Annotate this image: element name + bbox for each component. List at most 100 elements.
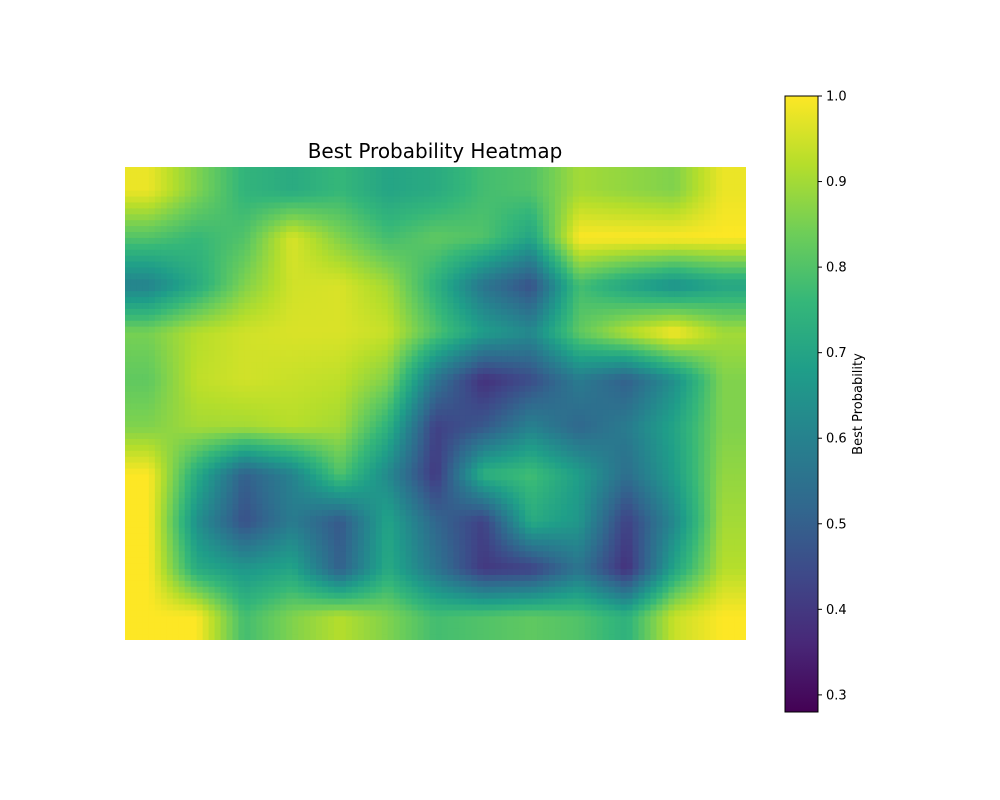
heatmap-cell [578, 385, 586, 393]
heatmap-cell [160, 291, 168, 298]
heatmap-cell [459, 350, 466, 357]
heatmap-cell [459, 356, 466, 363]
heatmap-cell [465, 362, 472, 369]
heatmap-cell [298, 314, 305, 322]
heatmap-cell [423, 302, 431, 310]
heatmap-cell [280, 237, 287, 245]
heatmap-cell [692, 226, 699, 233]
heatmap-cell [722, 385, 729, 393]
heatmap-cell [722, 291, 729, 298]
heatmap-cell [411, 433, 419, 440]
heatmap-cell [686, 385, 693, 393]
heatmap-cell [489, 273, 496, 280]
heatmap-cell [214, 385, 222, 393]
heatmap-cell [190, 308, 198, 316]
heatmap-cell [441, 356, 449, 363]
heatmap-cell [441, 267, 449, 275]
heatmap-cell [626, 249, 634, 257]
heatmap-cell [304, 208, 311, 215]
heatmap-cell [537, 220, 544, 227]
heatmap-cell [286, 409, 293, 416]
heatmap-cell [471, 427, 478, 434]
heatmap-cell [328, 391, 335, 399]
heatmap-cell [710, 302, 717, 310]
heatmap-cell [728, 279, 735, 286]
heatmap-cell [136, 344, 144, 351]
heatmap-cell [262, 237, 269, 245]
heatmap-cell [465, 237, 472, 245]
heatmap-cell [154, 356, 162, 363]
heatmap-cell [429, 332, 437, 340]
heatmap-cell [387, 379, 395, 387]
heatmap-cell [274, 409, 281, 416]
heatmap-cell [507, 344, 514, 351]
heatmap-cell [316, 172, 323, 180]
heatmap-cell [602, 232, 610, 239]
heatmap-cell [310, 385, 317, 393]
heatmap-cell [304, 403, 311, 411]
heatmap-cell [459, 285, 466, 292]
heatmap-cell [578, 373, 586, 381]
heatmap-cell [441, 255, 449, 263]
heatmap-cell [208, 208, 216, 215]
heatmap-cell [644, 350, 652, 357]
heatmap-cell [531, 178, 538, 186]
heatmap-cell [423, 373, 431, 381]
heatmap-cell [489, 356, 496, 363]
heatmap-cell [244, 344, 251, 351]
heatmap-cell [160, 308, 168, 316]
heatmap-cell [238, 433, 246, 440]
heatmap-cell [638, 172, 646, 180]
heatmap-cell [644, 373, 652, 381]
heatmap-cell [566, 421, 574, 428]
heatmap-cell [572, 427, 580, 434]
heatmap-cell [471, 338, 478, 345]
heatmap-cell [178, 444, 186, 452]
heatmap-cell [644, 214, 652, 221]
heatmap-cell [292, 373, 299, 381]
heatmap-cell [274, 326, 281, 334]
heatmap-cell [447, 232, 455, 239]
heatmap-cell [435, 178, 443, 186]
heatmap-cell [471, 273, 478, 280]
heatmap-cell [256, 385, 263, 393]
heatmap-cell [405, 243, 413, 251]
heatmap-cell [298, 385, 305, 393]
heatmap-cell [226, 178, 234, 186]
heatmap-cell [268, 285, 275, 292]
heatmap-cell [160, 232, 168, 239]
heatmap-cell [363, 350, 371, 357]
heatmap-cell [698, 362, 705, 369]
heatmap-cell [537, 332, 544, 340]
heatmap-cell [298, 379, 305, 387]
heatmap-cell [542, 226, 550, 233]
heatmap-cell [333, 314, 341, 322]
heatmap-cell [256, 291, 263, 298]
heatmap-cell [268, 385, 275, 393]
heatmap-cell [280, 368, 287, 375]
heatmap-cell [554, 178, 562, 186]
heatmap-cell [208, 308, 216, 316]
heatmap-cell [560, 308, 568, 316]
heatmap-cell [704, 368, 711, 375]
heatmap-cell [178, 391, 186, 399]
heatmap-cell [495, 237, 502, 245]
heatmap-cell [322, 403, 329, 411]
heatmap-cell [244, 226, 251, 233]
heatmap-cell [507, 167, 514, 174]
heatmap-cell [381, 220, 389, 227]
heatmap-cell [638, 291, 646, 298]
heatmap-cell [166, 397, 174, 405]
heatmap-cell [501, 362, 508, 369]
heatmap-cell [704, 421, 711, 428]
heatmap-cell [220, 255, 228, 263]
heatmap-cell [477, 403, 484, 411]
heatmap-cell [698, 243, 705, 251]
heatmap-cell [489, 226, 496, 233]
heatmap-cell [214, 291, 222, 298]
heatmap-cell [375, 409, 383, 416]
heatmap-cell [692, 427, 699, 434]
heatmap-cell [322, 243, 329, 251]
heatmap-cell [638, 255, 646, 263]
heatmap-cell [537, 297, 544, 304]
